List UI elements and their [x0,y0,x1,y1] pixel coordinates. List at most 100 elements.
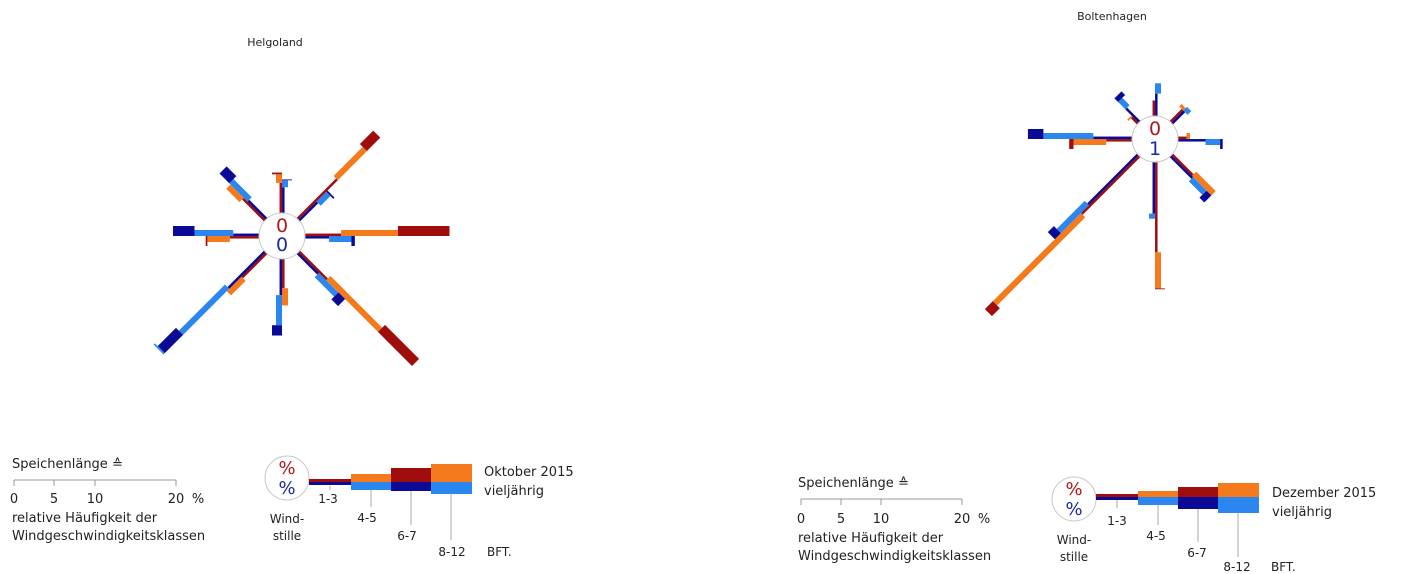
spoke-segment-s-current-class-2 [1155,252,1161,289]
spoke-segment-nw-current-class-2 [1127,115,1133,121]
spoke-segment-se-longterm-class-1 [1169,155,1194,179]
spoke-segment-s-longterm-class-2 [276,295,282,326]
legend-bar-current-4-5 [351,474,391,482]
legend-class-label: 1-3 [1107,514,1127,528]
legend-bar-longterm-8-12 [431,482,472,494]
scale-tick-label: 0 [797,512,805,527]
spoke-segment-nw-current-class-1 [242,197,266,222]
scale-title: Speichenlänge ≙ [798,476,909,491]
spoke-segment-nw-longterm-class-2 [229,179,252,202]
spoke-segment-w-longterm-class-2 [194,230,234,236]
spoke-segment-s-current-class-1 [1155,162,1158,253]
spoke-segment-n-longterm-class-1 [282,187,285,213]
legend-bar-current-6-7 [391,468,431,482]
class-legend-helgoland: % % 1-3 4-5 6-7 8-12 BFT. Wind- stille O… [264,455,574,559]
spoke-segment-sw-longterm-class-3 [157,327,184,354]
spoke-segment-w-longterm-class-3 [1027,129,1044,139]
spoke-segment-nw-current-class-1 [1130,116,1139,125]
spoke-segment-e-longterm-class-2 [1205,139,1221,145]
legend-unit: BFT. [1271,560,1296,574]
calm-circle [258,212,306,260]
spoke-segment-sw-longterm-class-1 [227,250,266,289]
spoke-segment-s-longterm-class-2 [1149,213,1155,219]
legend-calm-symbol-longterm: % [278,478,295,499]
spoke-segment-n-longterm-class-3 [282,179,292,181]
legend-calm-label: Wind- [270,512,305,526]
wind-rose-helgoland [153,130,450,366]
spoke-segment-n-current-class-3 [272,172,282,175]
calm-indicator-helgoland: 0 0 [258,212,306,260]
legend-calm-label: Wind- [1057,533,1092,547]
spoke-segment-w-longterm-class-1 [233,233,259,237]
spoke-segment-se-current-class-2 [326,275,383,332]
spoke-segment-ne-longterm-class-2 [1183,106,1192,115]
spoke-segment-ne-current-class-2 [1179,103,1186,111]
spoke-segment-ne-current-class-1 [1169,108,1184,123]
legend-unit: BFT. [487,545,512,559]
spoke-segment-nw-longterm-class-3 [1114,91,1126,103]
legend-calm-label: stille [1060,550,1088,564]
scale-tick-label: 10 [87,492,104,507]
calm-circle [1131,115,1179,163]
scale-unit: % [978,512,990,527]
spoke-segment-sw-longterm-class-4 [153,343,165,355]
legend-bar-longterm-4-5 [1138,497,1178,505]
legend-bar-current-6-7 [1178,487,1218,497]
spoke-segment-ne-current-class-3 [359,130,381,152]
spoke-segment-se-current-class-2 [1191,171,1216,196]
spoke-segment-ne-current-class-2 [333,146,368,181]
spoke-segment-e-longterm-class-3 [351,236,355,246]
legend-period-current: Dezember 2015 [1272,486,1376,501]
spoke-segment-se-longterm-class-2 [314,272,339,297]
spoke-segment-nw-longterm-class-2 [1118,97,1130,110]
scale-caption: relative Häufigkeit der [12,511,158,526]
class-legend-boltenhagen: % % 1-3 4-5 6-7 8-12 BFT. Wind- stille D… [1051,476,1376,574]
legend-class-label: 6-7 [397,529,417,543]
legend-bar-current-1-3 [1096,494,1138,497]
legend-bar-current-8-12 [1218,483,1259,497]
spoke-segment-sw-current-class-2 [992,213,1086,306]
spoke-segment-e-current-class-2 [1186,133,1191,139]
wind-rose-boltenhagen [984,83,1223,317]
spoke-segment-w-current-class-2 [1073,139,1107,145]
calm-value-current: 0 [276,215,288,237]
legend-period-longterm: vieljährig [1272,505,1332,520]
legend-period-current: Oktober 2015 [484,465,574,480]
scale-legend-boltenhagen: Speichenlänge ≙ 0 5 10 20 % relative Häu… [797,476,991,564]
scale-tick-label: 10 [873,512,890,527]
spoke-segment-sw-current-class-1 [1080,155,1141,215]
scale-tick-label: 20 [168,492,185,507]
spoke-segment-e-current-class-1 [305,233,342,237]
spoke-segment-sw-current-class-3 [984,301,1000,317]
spoke-segment-ne-longterm-class-1 [1171,110,1186,125]
scale-tick-label: 0 [10,492,18,507]
spoke-segment-nw-longterm-class-3 [219,166,237,184]
spoke-segment-se-longterm-class-3 [331,292,346,307]
scale-legend-helgoland: Speichenlänge ≙ 0 5 10 20 % relative Häu… [10,457,205,544]
spoke-segment-n-current-class-1 [1152,100,1156,116]
legend-calm-symbol-longterm: % [1065,499,1082,520]
spoke-segment-se-longterm-class-3 [1199,190,1212,203]
spoke-segment-sw-longterm-class-3 [1047,226,1061,240]
legend-bar-longterm-1-3 [309,482,351,485]
spoke-segment-s-current-class-2 [282,288,288,306]
legend-calm-label: stille [273,529,301,543]
spoke-segment-e-current-class-3 [397,226,450,236]
legend-class-label: 4-5 [1146,529,1166,543]
legend-calm-symbol-current: % [1065,479,1082,500]
spoke-segment-sw-longterm-class-2 [1056,200,1089,234]
legend-bar-current-4-5 [1138,491,1178,497]
spoke-segment-se-current-class-1 [1171,153,1194,176]
scale-caption: Windgeschwindigkeitsklassen [12,529,205,544]
legend-bar-current-8-12 [431,464,472,482]
legend-class-label: 1-3 [318,492,338,506]
spoke-segment-ne-longterm-class-2 [316,191,331,206]
spoke-segment-nw-current-class-2 [226,184,244,203]
spoke-segment-w-current-class-3 [205,236,208,246]
spoke-segment-w-current-class-3 [1069,139,1074,149]
chart-title-boltenhagen: Boltenhagen [1077,10,1147,23]
spoke-segment-n-longterm-class-1 [1155,93,1158,116]
spoke-segment-s-longterm-class-1 [279,259,283,296]
spoke-segment-e-current-class-2 [341,230,398,236]
spoke-segment-se-longterm-class-1 [296,252,319,275]
